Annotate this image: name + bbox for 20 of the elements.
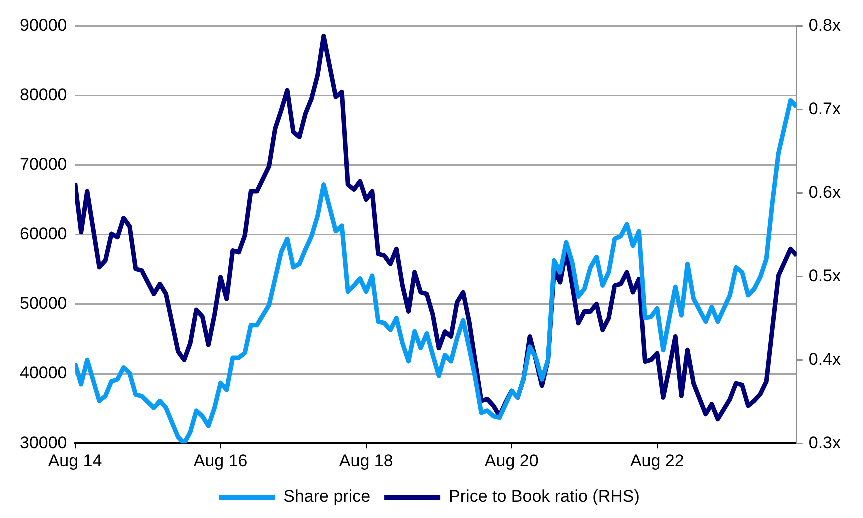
y-tick-label: 80000 — [20, 85, 68, 104]
x-tick-label: Aug 16 — [194, 451, 248, 470]
y2-tick-label: 0.7x — [808, 99, 842, 118]
y2-tick-label: 0.6x — [808, 182, 842, 202]
x-tick-label: Aug 20 — [484, 451, 539, 470]
legend-label: Price to Book ratio (RHS) — [449, 487, 640, 506]
y-tick-label: 60000 — [20, 224, 68, 244]
x-tick-label: Aug 14 — [48, 451, 102, 470]
y2-tick-label: 0.4x — [808, 350, 842, 369]
y2-tick-label: 0.8x — [808, 16, 842, 35]
x-tick-label: Aug 22 — [630, 451, 684, 470]
x-tick-label: Aug 18 — [339, 451, 394, 470]
y-tick-label: 70000 — [20, 155, 68, 174]
y-tick-label: 40000 — [20, 364, 68, 383]
y2-tick-label: 0.3x — [808, 433, 842, 452]
y2-tick-label: 0.5x — [808, 266, 842, 286]
y-tick-label: 50000 — [20, 294, 68, 314]
legend-label: Share price — [284, 487, 371, 506]
y-tick-label: 90000 — [20, 16, 68, 35]
y-tick-label: 30000 — [20, 433, 68, 452]
